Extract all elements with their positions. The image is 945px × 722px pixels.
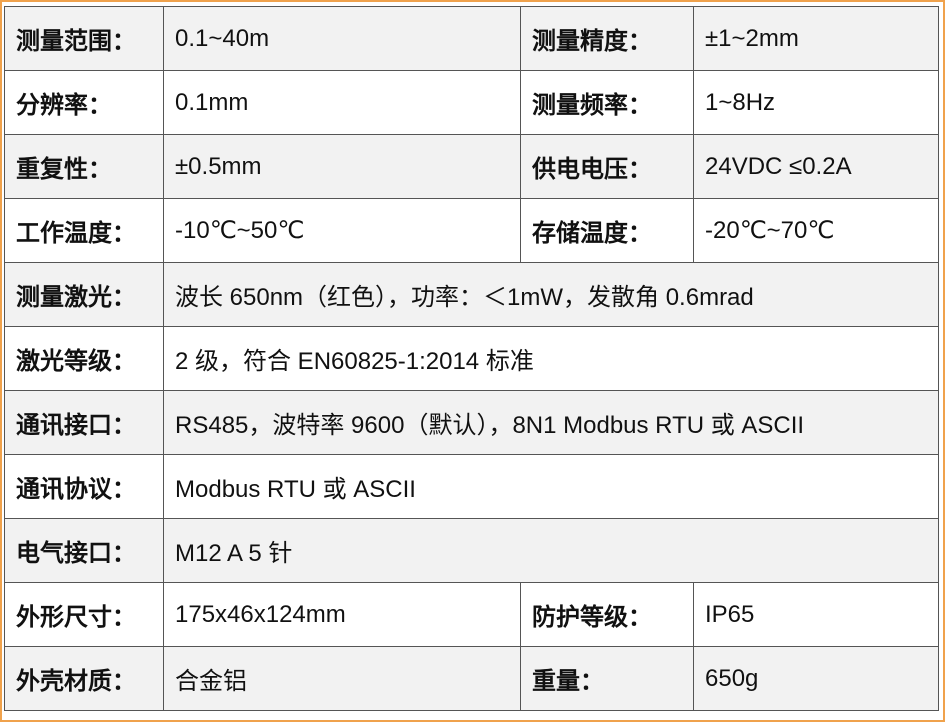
table-row: 测量激光： 波长 650nm（红色），功率：＜1mW，发散角 0.6mrad: [4, 262, 939, 327]
table-row: 电气接口： M12 A 5 针: [4, 518, 939, 583]
field-value: 0.1~40m: [163, 6, 521, 71]
table-row: 通讯接口： RS485，波特率 9600（默认），8N1 Modbus RTU 或…: [4, 390, 939, 455]
field-value: IP65: [693, 582, 939, 647]
table-row: 外壳材质： 合金铝 重量： 650g: [4, 646, 939, 711]
field-label: 测量频率：: [520, 70, 694, 135]
field-label: 激光等级：: [4, 326, 164, 391]
field-value: -10℃~50℃: [163, 198, 521, 263]
field-value: 24VDC ≤0.2A: [693, 134, 939, 199]
table-row: 测量范围： 0.1~40m 测量精度： ±1~2mm: [4, 6, 939, 71]
field-value: 1~8Hz: [693, 70, 939, 135]
field-label: 防护等级：: [520, 582, 694, 647]
field-value: Modbus RTU 或 ASCII: [163, 454, 939, 519]
field-label: 测量精度：: [520, 6, 694, 71]
field-label: 外壳材质：: [4, 646, 164, 711]
field-label: 通讯协议：: [4, 454, 164, 519]
table-row: 外形尺寸： 175x46x124mm 防护等级： IP65: [4, 582, 939, 647]
field-label: 测量激光：: [4, 262, 164, 327]
field-value: ±1~2mm: [693, 6, 939, 71]
field-label: 重复性：: [4, 134, 164, 199]
field-label: 分辨率：: [4, 70, 164, 135]
field-value: -20℃~70℃: [693, 198, 939, 263]
table-row: 重复性： ±0.5mm 供电电压： 24VDC ≤0.2A: [4, 134, 939, 199]
table-row: 激光等级： 2 级，符合 EN60825-1:2014 标准: [4, 326, 939, 391]
field-value: ±0.5mm: [163, 134, 521, 199]
field-value: 波长 650nm（红色），功率：＜1mW，发散角 0.6mrad: [163, 262, 939, 327]
table-row: 工作温度： -10℃~50℃ 存储温度： -20℃~70℃: [4, 198, 939, 263]
field-value: 175x46x124mm: [163, 582, 521, 647]
field-value: 2 级，符合 EN60825-1:2014 标准: [163, 326, 939, 391]
table-row: 通讯协议： Modbus RTU 或 ASCII: [4, 454, 939, 519]
field-value: RS485，波特率 9600（默认），8N1 Modbus RTU 或 ASCI…: [163, 390, 939, 455]
field-value: 650g: [693, 646, 939, 711]
spec-table: 测量范围： 0.1~40m 测量精度： ±1~2mm 分辨率： 0.1mm 测量频率： 1~8…: [4, 6, 939, 711]
table-row: 分辨率： 0.1mm 测量频率： 1~8Hz: [4, 70, 939, 135]
field-label: 存储温度：: [520, 198, 694, 263]
field-label: 通讯接口：: [4, 390, 164, 455]
field-value: 合金铝: [163, 646, 521, 711]
field-value: 0.1mm: [163, 70, 521, 135]
field-label: 测量范围：: [4, 6, 164, 71]
field-label: 供电电压：: [520, 134, 694, 199]
field-label: 重量：: [520, 646, 694, 711]
field-label: 工作温度：: [4, 198, 164, 263]
field-label: 外形尺寸：: [4, 582, 164, 647]
field-value: M12 A 5 针: [163, 518, 939, 583]
field-label: 电气接口：: [4, 518, 164, 583]
